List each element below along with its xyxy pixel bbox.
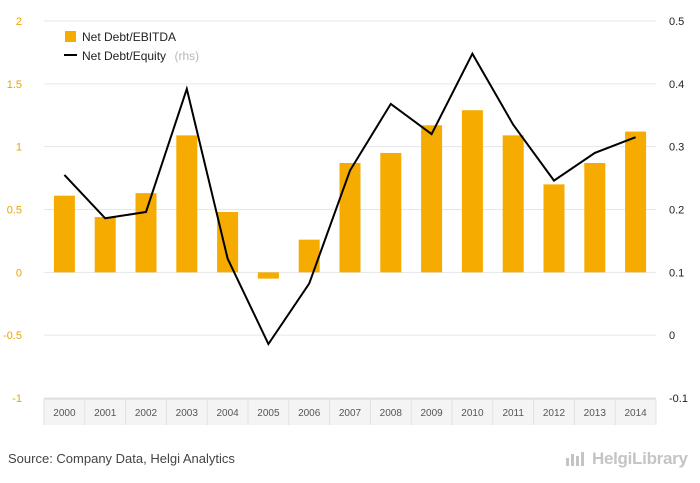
y-right-tick-label: 0.4 bbox=[669, 79, 684, 91]
y-left-tick-label: 1.5 bbox=[7, 79, 22, 91]
bar bbox=[298, 239, 320, 273]
bar bbox=[380, 152, 402, 273]
bar bbox=[543, 184, 565, 273]
bar bbox=[339, 163, 361, 273]
line-series bbox=[63, 51, 636, 347]
y-right-tick-label: 0.2 bbox=[669, 205, 684, 217]
x-tick-label: 2010 bbox=[461, 408, 484, 419]
brand-text: HelgiLibrary bbox=[592, 449, 688, 468]
x-tick-label: 2014 bbox=[624, 408, 647, 419]
x-tick-label: 2006 bbox=[298, 408, 321, 419]
x-tick-label: 2009 bbox=[420, 408, 443, 419]
x-axis-band bbox=[44, 399, 656, 425]
bar bbox=[135, 193, 157, 273]
bar bbox=[584, 163, 606, 273]
y-right-tick-label: 0.5 bbox=[669, 16, 684, 28]
y-axis-right: -0.1 0 0.1 0.2 0.3 0.4 0.5 bbox=[669, 16, 688, 405]
bar bbox=[217, 212, 239, 273]
legend-swatch-bar bbox=[65, 31, 76, 42]
legend-line-name: Net Debt/Equity bbox=[82, 49, 166, 63]
brand-logo: HelgiLibrary bbox=[566, 449, 688, 469]
x-tick-label: 2004 bbox=[216, 408, 239, 419]
legend-label-bar: Net Debt/EBITDA bbox=[82, 30, 176, 44]
x-tick-label: 2007 bbox=[339, 408, 362, 419]
bar bbox=[625, 131, 647, 273]
x-tick-label: 2008 bbox=[380, 408, 403, 419]
y-left-tick-label: 2 bbox=[16, 16, 22, 28]
bar bbox=[257, 272, 279, 279]
source-note: Source: Company Data, Helgi Analytics bbox=[8, 451, 235, 466]
bar bbox=[502, 135, 524, 273]
legend-label-line: Net Debt/Equity (rhs) bbox=[82, 47, 199, 64]
x-axis: 2000 2001 2002 2003 2004 2005 2006 2007 2008 2009… bbox=[43, 398, 657, 425]
bar bbox=[176, 135, 198, 273]
bar bbox=[421, 125, 443, 273]
x-tick-label: 2013 bbox=[584, 408, 607, 419]
legend-line-suffix: (rhs) bbox=[175, 49, 200, 63]
line-path bbox=[63, 51, 636, 347]
bar bbox=[53, 195, 75, 273]
y-axis-left: -1 -0.5 0 0.5 1 1.5 2 bbox=[3, 16, 22, 405]
y-right-tick-label: 0.1 bbox=[669, 267, 684, 279]
x-tick-label: 2002 bbox=[135, 408, 158, 419]
bar bbox=[461, 110, 483, 273]
x-tick-label: 2011 bbox=[502, 408, 524, 419]
x-tick-label: 2001 bbox=[94, 408, 117, 419]
y-left-tick-label: 0 bbox=[16, 267, 22, 279]
y-left-tick-label: 1 bbox=[16, 142, 22, 154]
y-right-tick-label: 0.3 bbox=[669, 142, 684, 154]
bar-series bbox=[53, 110, 647, 279]
y-left-tick-label: -1 bbox=[12, 393, 22, 405]
y-right-tick-label: 0 bbox=[669, 330, 675, 342]
x-tick-label: 2012 bbox=[543, 408, 566, 419]
legend: Net Debt/EBITDA Net Debt/Equity (rhs) bbox=[64, 30, 199, 64]
x-tick-label: 2000 bbox=[53, 408, 76, 419]
x-tick-label: 2003 bbox=[176, 408, 199, 419]
y-left-tick-label: 0.5 bbox=[7, 205, 22, 217]
y-right-tick-label: -0.1 bbox=[669, 393, 688, 405]
bar bbox=[94, 217, 116, 273]
x-tick-label: 2005 bbox=[257, 408, 280, 419]
y-left-tick-label: -0.5 bbox=[3, 330, 22, 342]
library-icon bbox=[566, 452, 588, 466]
